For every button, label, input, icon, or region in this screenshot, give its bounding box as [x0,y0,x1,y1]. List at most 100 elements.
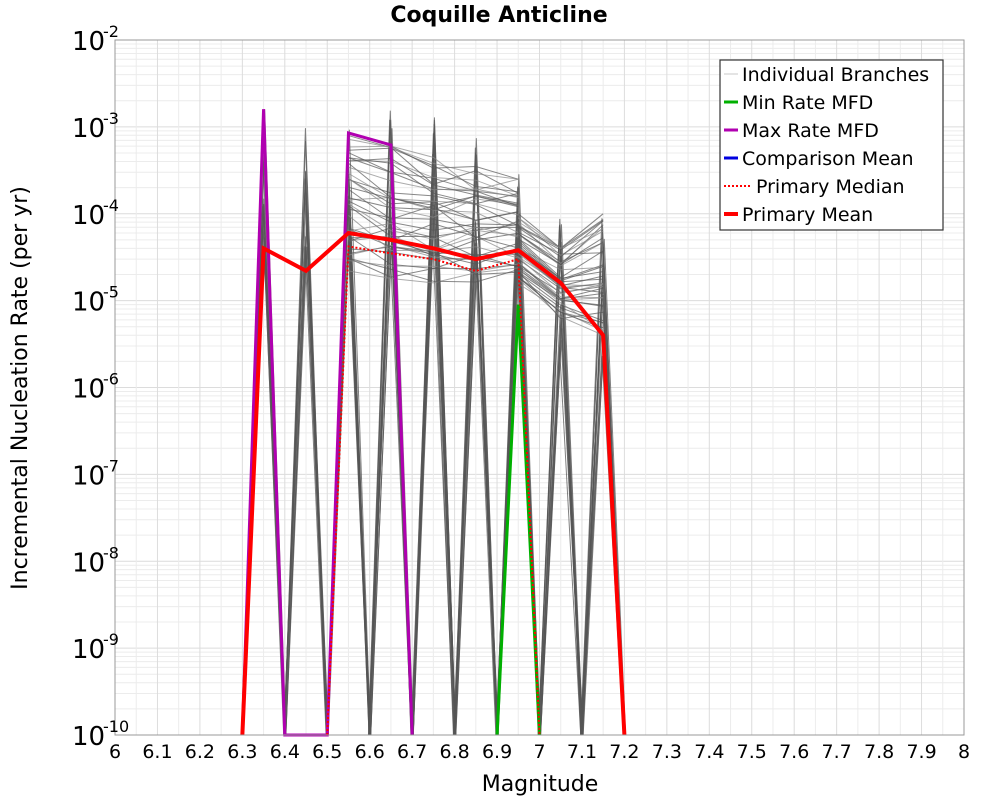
branch-band-line [518,231,604,255]
legend-label: Max Rate MFD [742,120,879,142]
x-tick-label: 7.6 [779,741,809,763]
series-primary-median [326,245,541,736]
y-tick-base: 10 [72,201,105,231]
branch-spike-line [580,288,624,736]
y-tick-base: 10 [72,722,105,752]
x-tick-label: 7.5 [737,741,767,763]
legend: Individual Branches Min Rate MFD Max Rate … [719,59,944,231]
branch-spike-line [285,212,329,736]
y-tick-label: 10-7 [72,456,119,491]
branch-band-line [348,267,519,284]
branch-band-line [518,233,604,263]
y-tick-label: 10-5 [72,283,119,318]
y-tick-label: 10-8 [72,543,119,578]
branch-band-line [348,157,519,204]
y-tick-exponent: -3 [103,109,119,128]
y-tick-base: 10 [72,635,105,665]
chart-title: Coquille Anticline [390,3,607,28]
branch-band-line [348,195,519,211]
branch-band-line [348,147,519,193]
legend-label: Individual Branches [742,64,929,86]
branch-band-line [517,240,604,280]
branch-band-line [348,135,519,194]
plot-frame [114,39,965,736]
y-tick-exponent: -4 [103,196,119,215]
branch-band-line [348,145,519,191]
x-tick-label: 8 [958,741,970,763]
y-tick-base: 10 [72,461,105,491]
branch-band-line [517,262,604,299]
legend-box [719,59,944,231]
branch-band-line [517,220,604,258]
branch-band-line [518,213,604,249]
y-tick-exponent: -7 [103,456,119,475]
y-tick-base: 10 [72,288,105,318]
x-tick-label: 7.8 [864,741,894,763]
branch-band-line [348,200,519,231]
y-tick-base: 10 [72,27,105,57]
branch-band-line [517,233,604,267]
y-tick-exponent: -2 [103,22,119,41]
branch-band-line [348,178,519,218]
y-tick-label: 10-10 [72,717,129,752]
branch-spike-line [283,191,327,736]
branch-band-line [517,257,604,295]
y-tick-base: 10 [72,114,105,144]
x-tick-label: 6.8 [439,741,469,763]
branch-band-line [348,157,519,207]
y-tick-label: 10-4 [72,196,119,231]
y-tick-exponent: -6 [103,370,119,389]
x-tick-label: 6 [109,741,121,763]
y-tick-exponent: -9 [103,630,119,649]
branch-band-line [348,152,519,197]
x-tick-label: 6.1 [142,741,172,763]
legend-item-individual-branches: Individual Branches [724,64,929,86]
x-tick-label: 6.3 [227,741,257,763]
branch-band-line [348,257,519,283]
branch-band-line [348,227,519,258]
branch-band-line [348,138,519,180]
branch-band-line [518,220,604,251]
branch-band-line [517,276,604,329]
y-tick-label: 10-2 [72,22,119,57]
branch-spike-line [327,224,372,736]
y-tick-label: 10-6 [72,370,119,405]
x-tick-label: 7 [533,741,545,763]
x-tick-label: 6.5 [312,741,342,763]
y-tick-base: 10 [72,548,105,578]
x-tick-label: 6.7 [397,741,427,763]
branch-band-line [517,224,604,266]
legend-item-comparison-mean: Comparison Mean [724,148,914,170]
legend-label: Min Rate MFD [742,92,873,114]
branch-band-line [348,228,519,265]
branch-band-line [348,166,519,199]
legend-item-primary-mean: Primary Mean [724,204,873,226]
branch-band-line [348,162,519,221]
legend-label: Primary Median [756,176,905,198]
y-tick-label: 10-9 [72,630,119,665]
branch-band-line [348,186,519,208]
x-tick-label: 7.1 [567,741,597,763]
x-tick-label: 6.4 [270,741,300,763]
branch-spike-line [412,132,457,736]
y-axis-label: Incremental Nucleation Rate (per yr) [8,186,33,590]
branch-band-line [348,259,519,272]
x-tick-label: 7.7 [822,741,852,763]
branch-band-line [348,203,519,240]
branch-band-line [348,157,519,205]
branch-spike-line [283,141,328,736]
x-tick-label: 6.2 [185,741,215,763]
y-tick-base: 10 [72,375,105,405]
branch-spike-line [538,240,582,736]
branch-band-line [348,179,519,227]
x-tick-label: 7.4 [694,741,724,763]
x-tick-labels: 6 6.1 6.2 6.3 6.4 6.5 6.6 6.7 6.8 6.9 7 7.1 7.2 7.3 7.… [109,741,970,763]
branch-band-line [517,238,604,279]
y-tick-label: 10-3 [72,109,119,144]
series-min-rate-mfd [495,304,541,736]
x-axis-label: Magnitude [482,772,599,797]
x-tick-label: 7.9 [906,741,936,763]
x-tick-label: 6.6 [355,741,385,763]
